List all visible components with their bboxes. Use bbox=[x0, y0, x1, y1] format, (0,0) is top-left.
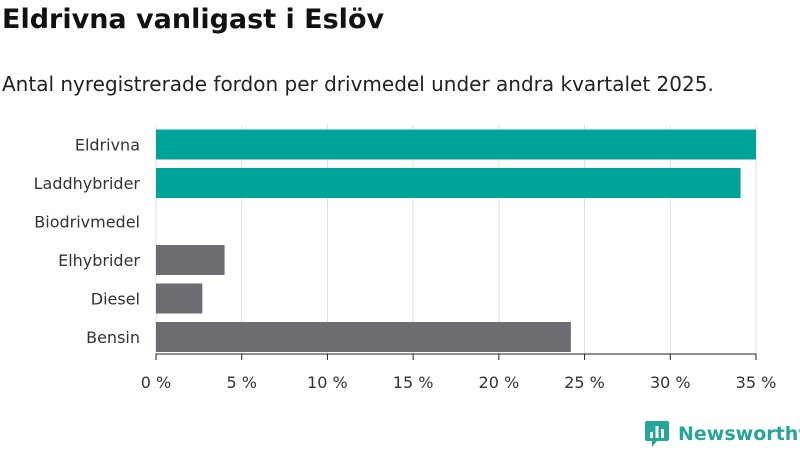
category-label: Bensin bbox=[86, 328, 140, 347]
x-tick-label: 20 % bbox=[479, 373, 520, 392]
newsworthy-logo-icon bbox=[645, 421, 669, 447]
brand-logo: Newsworthy bbox=[644, 420, 800, 448]
x-tick-label: 5 % bbox=[226, 373, 256, 392]
x-tick-label: 30 % bbox=[650, 373, 691, 392]
bar bbox=[156, 245, 225, 275]
bar bbox=[156, 129, 756, 160]
category-label: Diesel bbox=[91, 290, 140, 309]
chart-subtitle: Antal nyregistrerade fordon per drivmede… bbox=[2, 72, 714, 96]
axis-layer: 0 % 5 % 10 % 15 % 20 % 25 % 30 % 35 % bbox=[141, 353, 777, 392]
category-label: Eldrivna bbox=[75, 136, 140, 155]
x-tick-label: 0 % bbox=[141, 373, 171, 392]
chart-title: Eldrivna vanligast i Eslöv bbox=[2, 4, 385, 35]
bar bbox=[156, 168, 741, 198]
x-tick-label: 10 % bbox=[307, 373, 348, 392]
brand-name: Newsworthy bbox=[678, 423, 800, 445]
grid-layer bbox=[155, 125, 757, 354]
category-label: Elhybrider bbox=[58, 251, 140, 270]
bar-layer bbox=[156, 129, 756, 352]
category-label: Laddhybrider bbox=[34, 174, 141, 193]
x-tick-label: 15 % bbox=[393, 373, 434, 392]
x-tick-label: 35 % bbox=[736, 373, 777, 392]
x-tick-label: 25 % bbox=[564, 373, 605, 392]
bar bbox=[156, 283, 203, 314]
bar bbox=[156, 322, 571, 352]
category-label: Biodrivmedel bbox=[34, 213, 140, 232]
label-layer: Eldrivna Laddhybrider Biodrivmedel Elhybrid… bbox=[34, 136, 141, 348]
